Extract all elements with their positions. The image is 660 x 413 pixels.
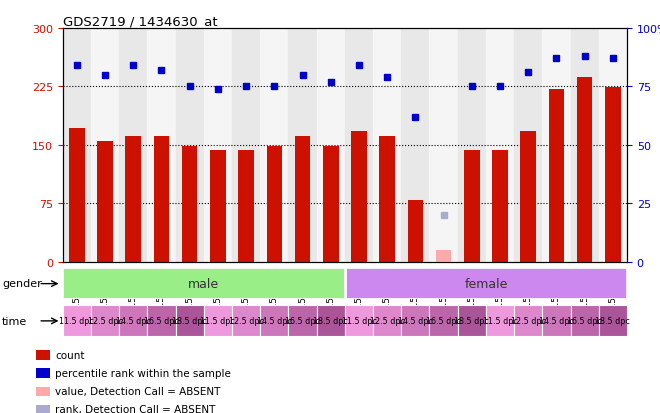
Bar bbox=[514, 306, 543, 337]
Bar bbox=[486, 306, 514, 337]
Bar bbox=[119, 29, 147, 262]
Bar bbox=[210, 151, 226, 262]
Bar bbox=[63, 268, 345, 299]
Bar bbox=[176, 29, 204, 262]
Text: 12.5 dpc: 12.5 dpc bbox=[511, 317, 546, 325]
Bar bbox=[232, 306, 260, 337]
Text: female: female bbox=[464, 278, 508, 290]
Text: 12.5 dpc: 12.5 dpc bbox=[228, 317, 263, 325]
Text: 11.5 dpc: 11.5 dpc bbox=[341, 317, 376, 325]
Text: percentile rank within the sample: percentile rank within the sample bbox=[55, 368, 231, 378]
Text: value, Detection Call = ABSENT: value, Detection Call = ABSENT bbox=[55, 386, 220, 396]
Text: 11.5 dpc: 11.5 dpc bbox=[201, 317, 236, 325]
Bar bbox=[260, 306, 288, 337]
Bar bbox=[154, 136, 169, 262]
Bar bbox=[176, 306, 204, 337]
Text: 14.5 dpc: 14.5 dpc bbox=[539, 317, 574, 325]
Bar bbox=[260, 29, 288, 262]
Bar bbox=[147, 29, 176, 262]
Text: 12.5 dpc: 12.5 dpc bbox=[370, 317, 405, 325]
Bar bbox=[351, 132, 367, 262]
Bar bbox=[238, 150, 254, 262]
Text: 18.5 dpc: 18.5 dpc bbox=[314, 317, 348, 325]
Bar bbox=[317, 306, 345, 337]
Bar bbox=[182, 146, 197, 262]
Bar bbox=[288, 306, 317, 337]
Bar bbox=[267, 147, 282, 262]
Bar bbox=[91, 306, 119, 337]
Bar bbox=[36, 387, 50, 396]
Bar bbox=[401, 29, 430, 262]
Bar bbox=[125, 136, 141, 262]
Text: GDS2719 / 1434630_at: GDS2719 / 1434630_at bbox=[63, 15, 217, 28]
Text: 16.5 dpc: 16.5 dpc bbox=[426, 317, 461, 325]
Text: 12.5 dpc: 12.5 dpc bbox=[88, 317, 123, 325]
Bar bbox=[408, 200, 423, 262]
Text: rank, Detection Call = ABSENT: rank, Detection Call = ABSENT bbox=[55, 404, 215, 413]
Bar bbox=[63, 306, 91, 337]
Bar bbox=[204, 29, 232, 262]
Bar bbox=[430, 306, 458, 337]
Bar bbox=[373, 29, 401, 262]
Bar bbox=[543, 306, 570, 337]
Bar bbox=[323, 146, 339, 262]
Bar bbox=[91, 29, 119, 262]
Text: 16.5 dpc: 16.5 dpc bbox=[567, 317, 602, 325]
Text: 18.5 dpc: 18.5 dpc bbox=[595, 317, 630, 325]
Bar bbox=[401, 306, 430, 337]
Bar bbox=[492, 150, 508, 262]
Bar bbox=[430, 29, 458, 262]
Text: 16.5 dpc: 16.5 dpc bbox=[285, 317, 320, 325]
Bar bbox=[119, 306, 147, 337]
Text: 14.5 dpc: 14.5 dpc bbox=[257, 317, 292, 325]
Bar bbox=[548, 90, 564, 262]
Text: 18.5 dpc: 18.5 dpc bbox=[172, 317, 207, 325]
Bar bbox=[345, 268, 627, 299]
Bar bbox=[570, 29, 599, 262]
Text: time: time bbox=[2, 316, 27, 326]
Bar bbox=[204, 306, 232, 337]
Bar bbox=[295, 136, 310, 262]
Bar bbox=[605, 88, 620, 262]
Bar bbox=[543, 29, 570, 262]
Bar bbox=[521, 132, 536, 262]
Bar bbox=[577, 78, 593, 262]
Bar bbox=[458, 29, 486, 262]
Bar bbox=[599, 306, 627, 337]
Text: 11.5 dpc: 11.5 dpc bbox=[59, 317, 94, 325]
Text: male: male bbox=[188, 278, 219, 290]
Bar bbox=[232, 29, 260, 262]
Text: 16.5 dpc: 16.5 dpc bbox=[144, 317, 179, 325]
Text: 18.5 dpc: 18.5 dpc bbox=[454, 317, 489, 325]
Bar bbox=[464, 151, 480, 262]
Bar bbox=[345, 29, 373, 262]
Bar bbox=[436, 251, 451, 262]
Bar bbox=[317, 29, 345, 262]
Text: 11.5 dpc: 11.5 dpc bbox=[482, 317, 517, 325]
Text: 14.5 dpc: 14.5 dpc bbox=[115, 317, 150, 325]
Bar bbox=[379, 137, 395, 262]
Text: gender: gender bbox=[2, 279, 42, 289]
Bar bbox=[69, 128, 84, 262]
Bar bbox=[570, 306, 599, 337]
Bar bbox=[373, 306, 401, 337]
Bar bbox=[36, 405, 50, 413]
Bar bbox=[345, 306, 373, 337]
Bar bbox=[458, 306, 486, 337]
Bar bbox=[36, 351, 50, 360]
Bar bbox=[288, 29, 317, 262]
Bar bbox=[599, 29, 627, 262]
Bar bbox=[514, 29, 543, 262]
Bar bbox=[36, 368, 50, 378]
Bar bbox=[147, 306, 176, 337]
Text: 14.5 dpc: 14.5 dpc bbox=[398, 317, 433, 325]
Bar bbox=[486, 29, 514, 262]
Bar bbox=[97, 142, 113, 262]
Bar bbox=[63, 29, 91, 262]
Text: count: count bbox=[55, 350, 84, 360]
